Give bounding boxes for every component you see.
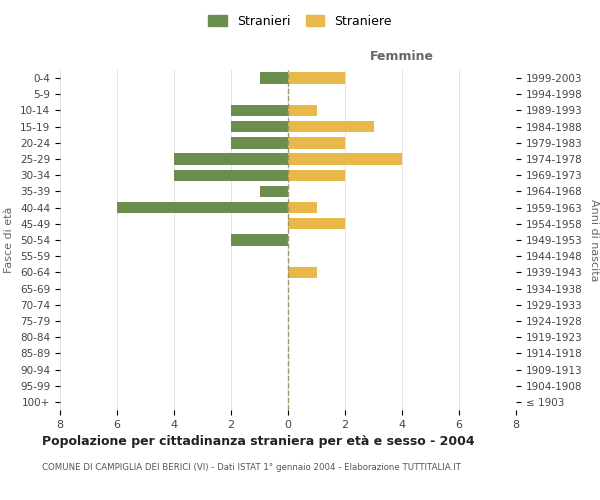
Bar bbox=[288, 266, 317, 278]
Bar bbox=[288, 72, 345, 84]
Bar bbox=[231, 234, 288, 246]
Legend: Stranieri, Straniere: Stranieri, Straniere bbox=[205, 11, 395, 32]
Bar bbox=[288, 202, 317, 213]
Bar bbox=[174, 154, 288, 164]
Bar bbox=[288, 137, 345, 148]
Bar bbox=[288, 105, 317, 116]
Bar bbox=[288, 154, 402, 164]
Bar bbox=[288, 121, 373, 132]
Bar bbox=[288, 170, 345, 181]
Y-axis label: Fasce di età: Fasce di età bbox=[4, 207, 14, 273]
Text: Femmine: Femmine bbox=[370, 50, 434, 63]
Bar bbox=[174, 170, 288, 181]
Bar bbox=[117, 202, 288, 213]
Bar bbox=[231, 105, 288, 116]
Y-axis label: Anni di nascita: Anni di nascita bbox=[589, 198, 599, 281]
Text: COMUNE DI CAMPIGLIA DEI BERICI (VI) - Dati ISTAT 1° gennaio 2004 - Elaborazione : COMUNE DI CAMPIGLIA DEI BERICI (VI) - Da… bbox=[42, 462, 461, 471]
Bar bbox=[288, 218, 345, 230]
Bar bbox=[231, 137, 288, 148]
Bar bbox=[260, 72, 288, 84]
Bar bbox=[231, 121, 288, 132]
Bar bbox=[260, 186, 288, 197]
Text: Popolazione per cittadinanza straniera per età e sesso - 2004: Popolazione per cittadinanza straniera p… bbox=[42, 435, 475, 448]
